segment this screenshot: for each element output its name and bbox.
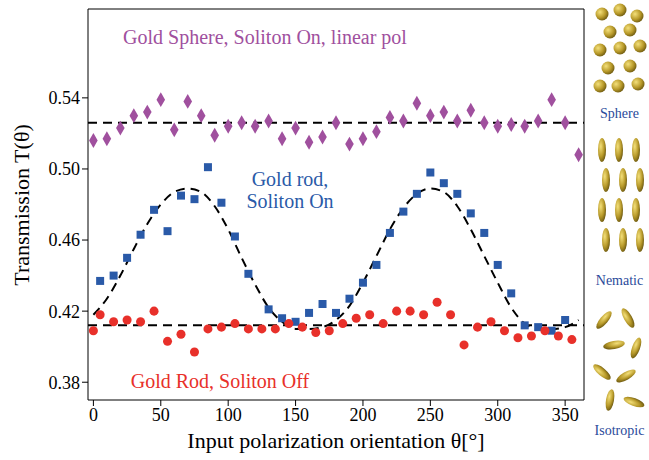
html-text:Transmission T(θ): Transmission T(θ) — [9, 123, 34, 286]
html-text:Gold Rod, Soliton Off: Gold Rod, Soliton Off — [130, 370, 310, 392]
svg-text:200: 200 — [349, 405, 376, 425]
svg-text:50: 50 — [152, 405, 170, 425]
svg-text:0.46: 0.46 — [49, 230, 81, 250]
svg-text:0.54: 0.54 — [49, 88, 81, 108]
svg-text:300: 300 — [484, 405, 511, 425]
svg-text:0: 0 — [89, 405, 98, 425]
svg-text:Sphere: Sphere — [600, 106, 639, 121]
svg-text:Isotropic: Isotropic — [595, 423, 645, 438]
svg-text:Nematic: Nematic — [596, 273, 643, 288]
svg-text:100: 100 — [215, 405, 242, 425]
svg-text:0.42: 0.42 — [49, 302, 81, 322]
svg-text:350: 350 — [552, 405, 579, 425]
html-text:Gold rod, Soliton On: Gold rod, Soliton On — [246, 168, 334, 212]
svg-text:250: 250 — [417, 405, 444, 425]
svg-text:0.38: 0.38 — [49, 373, 81, 393]
svg-text:0.50: 0.50 — [49, 159, 81, 179]
html-text:Input polarization orientation: Input polarization orientation θ[°] — [187, 428, 485, 453]
html-text:Gold Sphere, Soliton On, linea: Gold Sphere, Soliton On, linear pol — [123, 26, 407, 48]
svg-text:150: 150 — [282, 405, 309, 425]
